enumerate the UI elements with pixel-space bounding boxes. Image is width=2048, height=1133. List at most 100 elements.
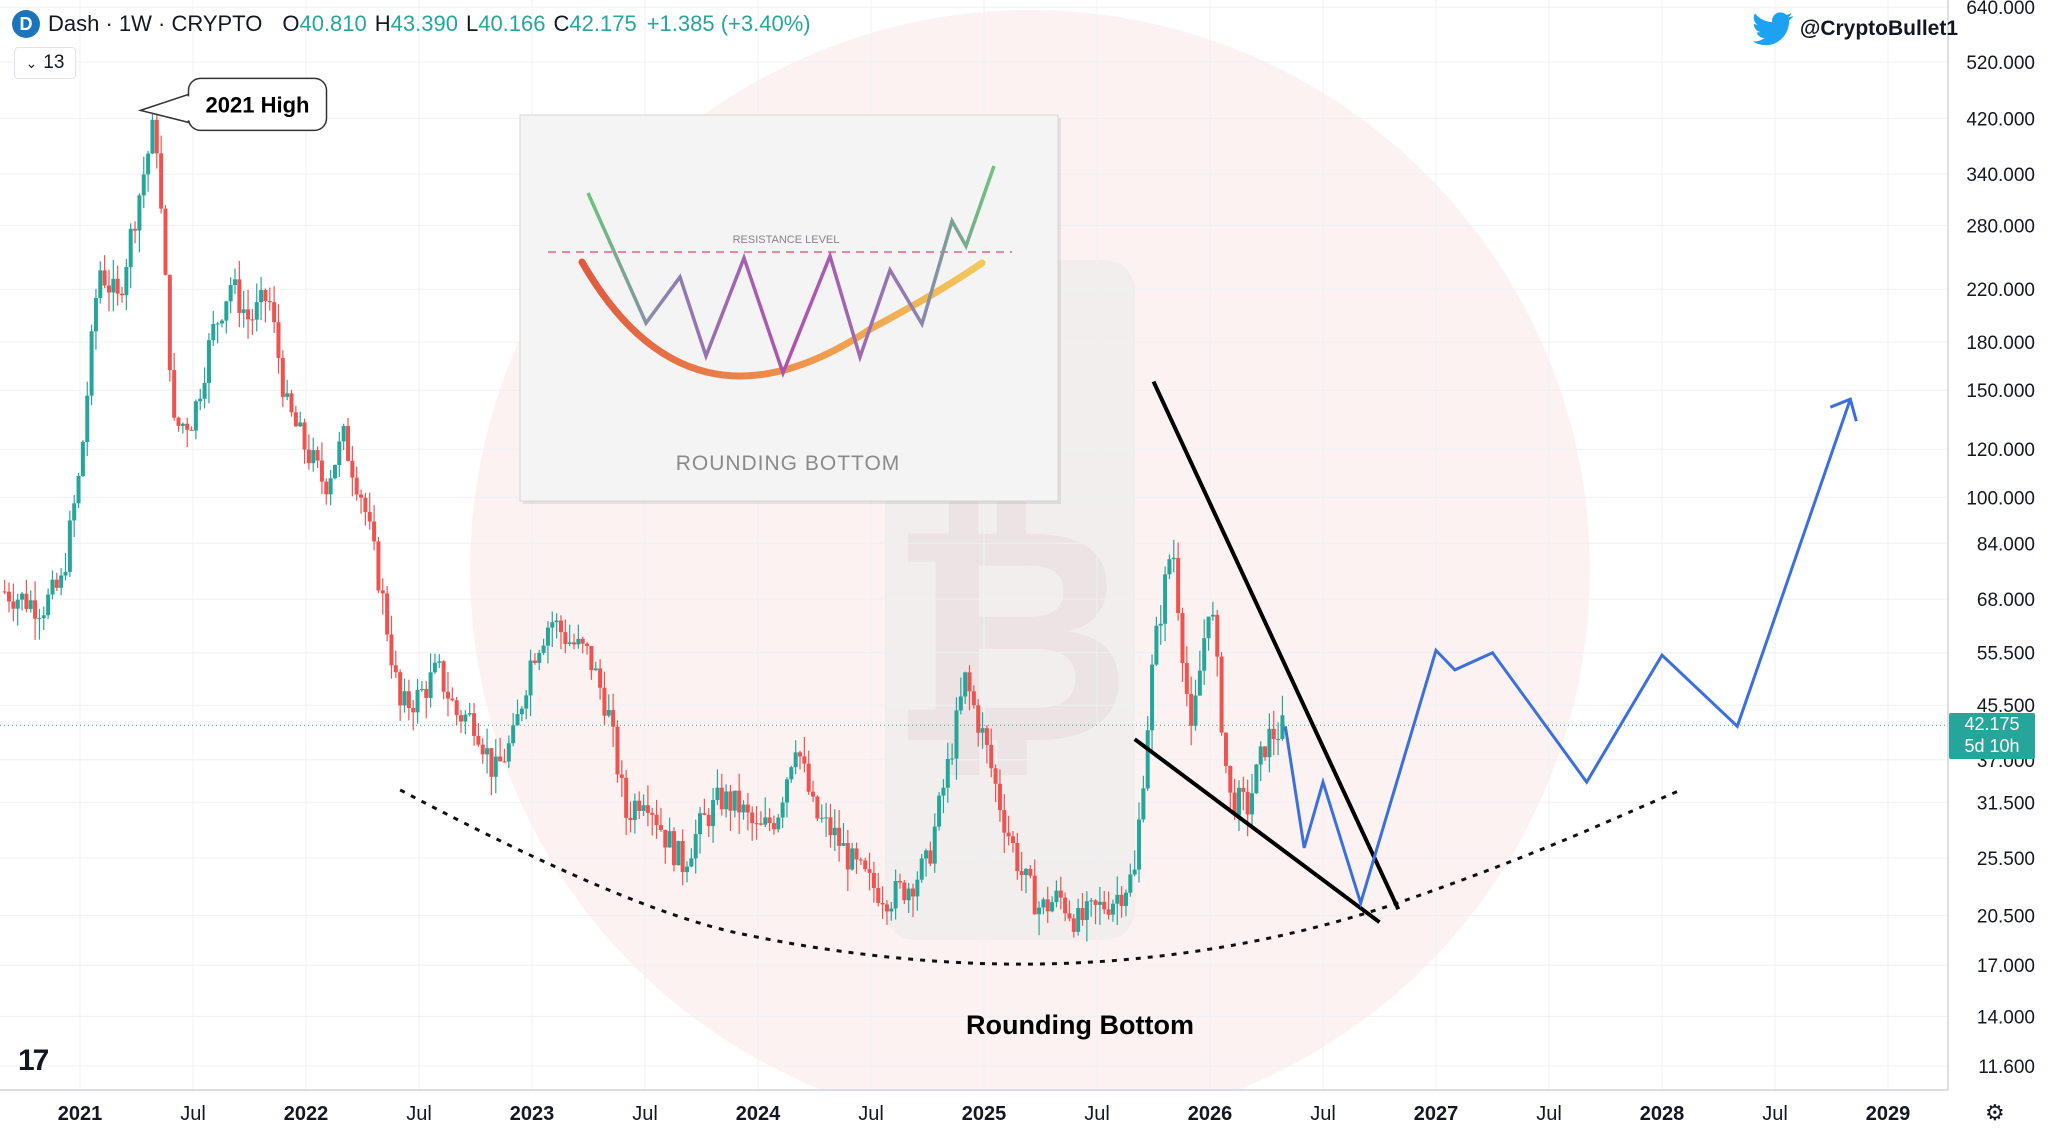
candle xyxy=(1271,710,1276,756)
candle xyxy=(389,615,394,679)
candle xyxy=(37,608,42,640)
high-label: H xyxy=(374,11,391,36)
candle xyxy=(1176,542,1181,621)
candle xyxy=(550,611,555,648)
candle xyxy=(954,697,959,780)
time-tick-label: Jul xyxy=(1310,1103,1336,1125)
price-tick-label: 17.000 xyxy=(1977,956,2035,977)
candle xyxy=(337,431,342,477)
candle xyxy=(1019,851,1024,891)
candle xyxy=(906,882,911,913)
candle xyxy=(28,590,33,613)
candle xyxy=(224,300,229,334)
candle xyxy=(971,685,976,709)
candle xyxy=(1171,539,1176,573)
candle xyxy=(476,723,481,747)
candle xyxy=(1097,886,1102,925)
candle xyxy=(924,848,929,877)
candle xyxy=(76,473,81,509)
price-axis[interactable]: 640.000 520.000 420.000 340.000 280.000 220.0… xyxy=(1947,0,2048,1133)
candle xyxy=(802,736,807,773)
candle xyxy=(1028,865,1033,879)
candle xyxy=(1236,780,1241,832)
last-price-value: 42.175 xyxy=(1964,714,2020,734)
time-axis[interactable]: 2021 Jul 2022 Jul 2023 Jul 2024 Jul 2025 Jul 2026 J… xyxy=(0,1089,2048,1133)
candle xyxy=(589,646,594,680)
candle xyxy=(1258,741,1263,782)
candle xyxy=(671,827,676,872)
candle xyxy=(1089,897,1094,917)
candle xyxy=(945,742,950,803)
candle xyxy=(645,785,650,827)
candle xyxy=(1180,607,1185,682)
candle xyxy=(354,466,359,501)
annotation-2021-high[interactable]: 2021 High xyxy=(137,77,328,132)
candle xyxy=(702,798,707,816)
candle xyxy=(141,156,146,209)
candle xyxy=(1015,832,1020,880)
candle xyxy=(415,678,420,724)
candle xyxy=(1050,896,1055,913)
candle xyxy=(1254,763,1259,794)
candle xyxy=(950,743,955,765)
candle xyxy=(241,290,246,328)
candle xyxy=(432,653,437,675)
candle xyxy=(206,333,211,404)
candle xyxy=(837,809,842,862)
candle xyxy=(750,806,755,841)
time-tick-label: 2021 xyxy=(58,1103,103,1125)
candle xyxy=(1141,775,1146,823)
candle xyxy=(554,613,559,639)
candle xyxy=(467,702,472,717)
candle xyxy=(537,649,542,670)
tradingview-logo-icon[interactable]: 17 xyxy=(18,1044,49,1077)
candle xyxy=(997,769,1002,822)
candle xyxy=(419,681,424,692)
candle xyxy=(928,841,933,867)
low-value: 40.166 xyxy=(478,11,546,36)
candle xyxy=(315,446,320,468)
candle xyxy=(441,660,446,700)
candle xyxy=(267,287,272,311)
candle xyxy=(424,681,429,719)
candle xyxy=(563,619,568,654)
candle xyxy=(824,802,829,837)
price-tick-label: 280.000 xyxy=(1966,216,2035,237)
candle xyxy=(59,568,64,596)
candle xyxy=(828,803,833,848)
candle xyxy=(1041,897,1046,915)
settings-gear-icon[interactable]: ⚙ xyxy=(1985,1100,2005,1125)
candle xyxy=(376,537,381,594)
high-value: 43.390 xyxy=(390,11,458,36)
candle xyxy=(1132,850,1137,877)
candle xyxy=(254,283,259,332)
candle xyxy=(880,886,885,919)
candle xyxy=(1241,776,1246,811)
dash-logo-icon: D xyxy=(12,10,40,38)
time-tick-label: Jul xyxy=(1762,1103,1788,1125)
time-tick-label: Jul xyxy=(858,1103,884,1125)
time-tick-label: 2024 xyxy=(736,1103,781,1125)
candle xyxy=(33,581,38,640)
candle xyxy=(567,624,572,647)
candle xyxy=(719,773,724,816)
candle xyxy=(1189,676,1194,746)
candle xyxy=(128,223,133,289)
candle xyxy=(1002,794,1007,853)
candle xyxy=(493,739,498,794)
candle xyxy=(98,261,103,304)
candle xyxy=(280,350,285,407)
candle xyxy=(911,883,916,918)
candle xyxy=(1054,880,1059,908)
candle xyxy=(402,678,407,713)
change-value: +1.385 (+3.40%) xyxy=(646,11,811,36)
candle xyxy=(233,268,238,295)
indicators-toggle-button[interactable]: ⌄ 13 xyxy=(14,47,76,79)
candle xyxy=(1167,554,1172,580)
price-tick-label: 45.500 xyxy=(1977,696,2035,717)
candle xyxy=(393,650,398,679)
candle xyxy=(167,274,172,382)
candle xyxy=(932,813,937,873)
candle xyxy=(50,570,55,600)
